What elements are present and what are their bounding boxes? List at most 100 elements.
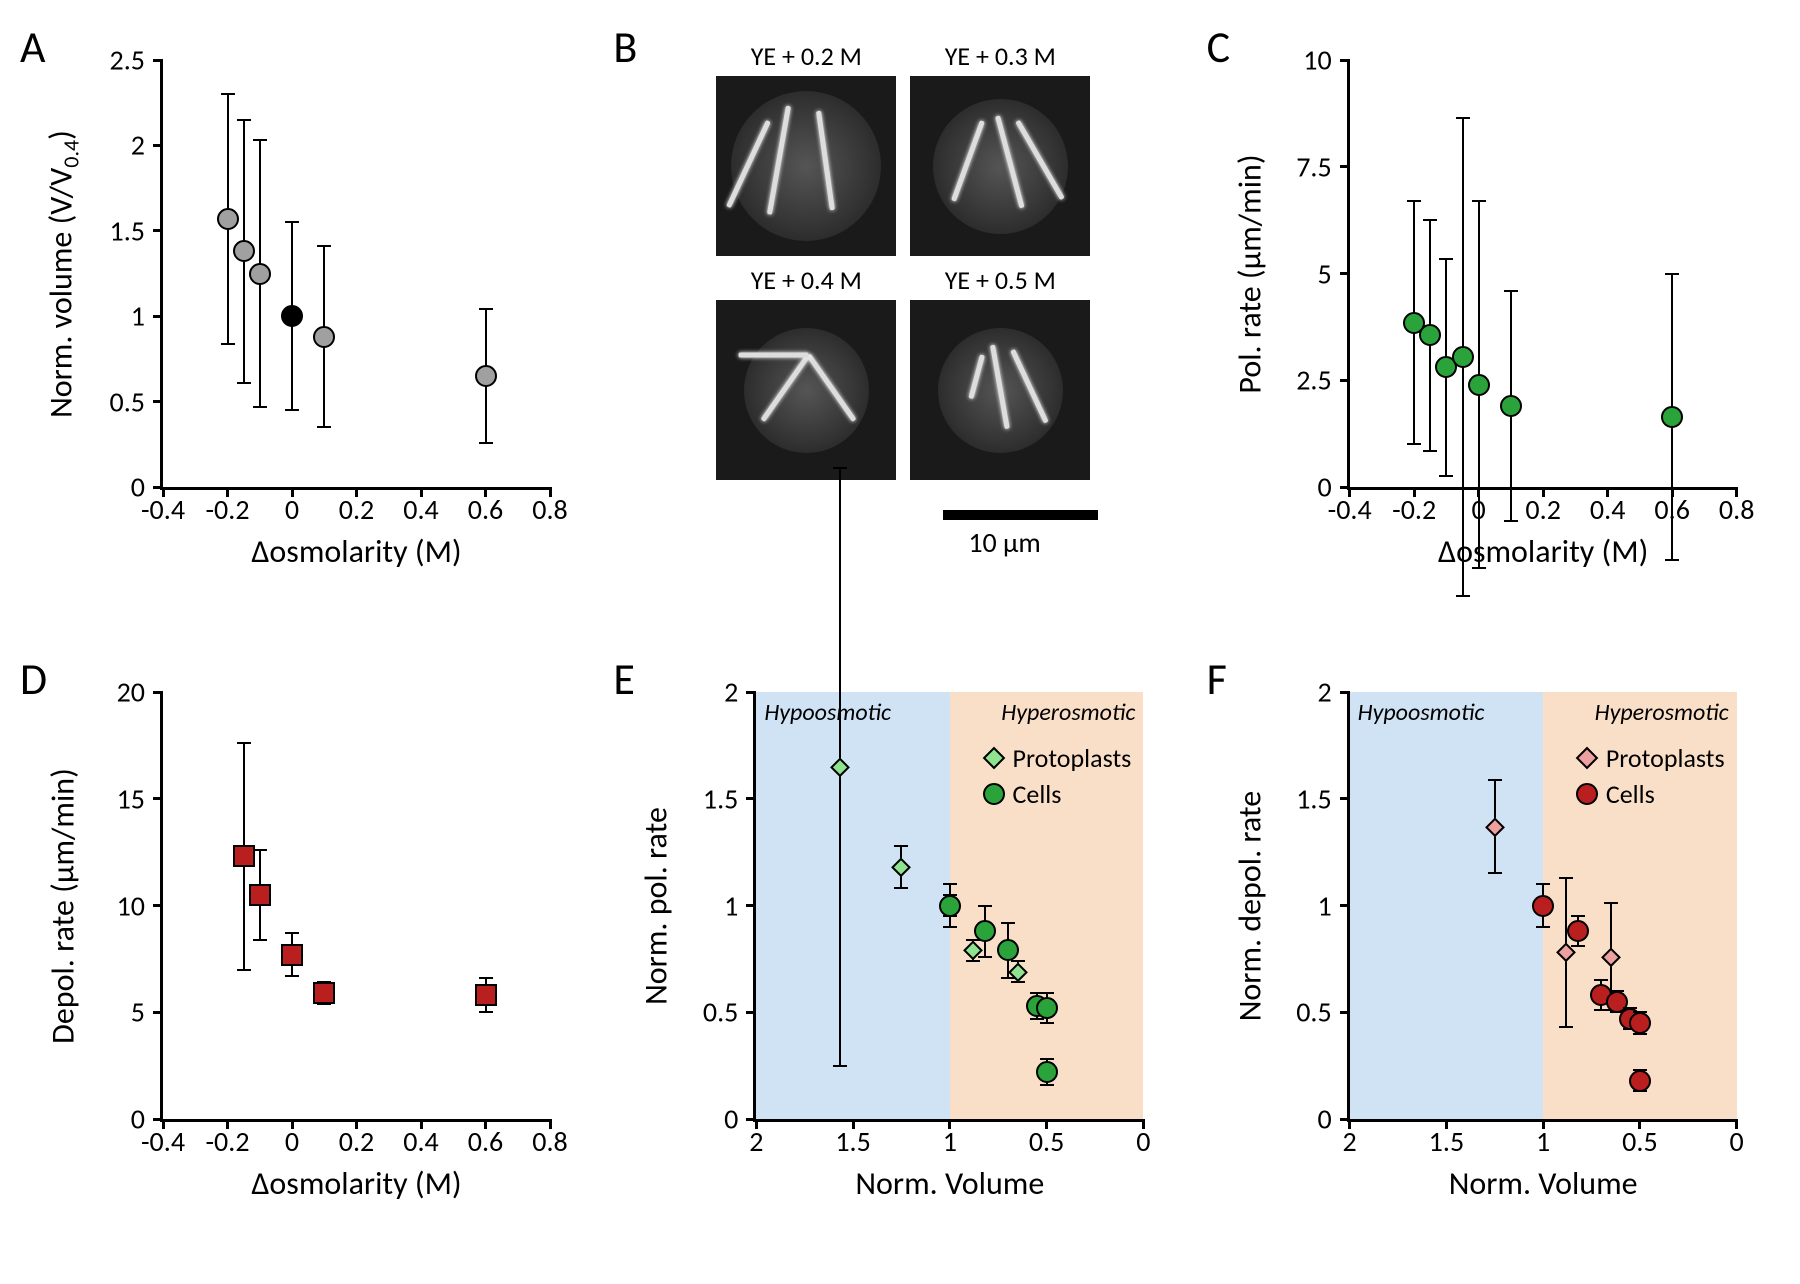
- panel-A-label: A: [20, 20, 45, 74]
- panel-D: D Δosmolarity (M) Depol. rate (μm/min) -…: [20, 652, 593, 1264]
- data-point: [281, 305, 303, 327]
- tick-label: 0: [285, 492, 299, 527]
- data-point: [1567, 920, 1589, 942]
- legend: ProtoplastsCells: [983, 742, 1132, 814]
- tick-label: 0.8: [532, 1124, 567, 1159]
- tick-label: 0.8: [1719, 492, 1754, 527]
- tick-label: 0.2: [339, 492, 374, 527]
- microscopy-grid: YE + 0.2 MYE + 0.3 M YE + 0.4 MYE + 0.5 M: [713, 40, 1093, 480]
- panel-A: A Δosmolarity (M) Norm. volume (V/V0.4) …: [20, 20, 593, 632]
- tick-label: 0.4: [403, 492, 438, 527]
- panel-B-label: B: [613, 20, 637, 74]
- tick-label: 0: [1730, 1124, 1744, 1159]
- data-point: [313, 982, 335, 1004]
- tick-label: 0.5: [1622, 1124, 1657, 1159]
- tick-label: 0.2: [339, 1124, 374, 1159]
- tick-label: 1.5: [1296, 781, 1331, 816]
- scalebar: [943, 510, 1098, 520]
- plot-C: Δosmolarity (M) Pol. rate (μm/min) -0.4-…: [1347, 60, 1737, 490]
- scalebar-label: 10 μm: [968, 525, 1040, 560]
- microscopy-title: YE + 0.2 M: [713, 40, 899, 72]
- tick-label: 0.4: [403, 1124, 438, 1159]
- data-point: [1532, 895, 1554, 917]
- shade-label-hypo: Hypoosmotic: [764, 698, 891, 727]
- plot-F-ylabel: Norm. depol. rate: [1230, 790, 1269, 1020]
- data-point: [281, 944, 303, 966]
- tick-label: 0.6: [468, 492, 503, 527]
- microscopy-cell: YE + 0.2 M: [713, 40, 899, 256]
- shade-label-hyper: Hyperosmotic: [1001, 698, 1135, 727]
- plot-D: Δosmolarity (M) Depol. rate (μm/min) -0.…: [160, 692, 550, 1122]
- tick-label: 1: [1536, 1124, 1550, 1159]
- tick-label: 0: [1136, 1124, 1150, 1159]
- plot-C-xlabel: Δosmolarity (M): [1438, 532, 1648, 571]
- tick-label: 0.4: [1590, 492, 1625, 527]
- tick-label: 1.5: [835, 1124, 870, 1159]
- tick-label: 0: [1317, 470, 1331, 505]
- plot-A-ylabel: Norm. volume (V/V0.4): [41, 130, 84, 418]
- tick-label: 10: [117, 888, 145, 923]
- panel-B: B YE + 0.2 MYE + 0.3 M YE + 0.4 MYE + 0.5…: [613, 20, 1186, 632]
- tick-label: 5: [131, 995, 145, 1030]
- microscopy-image: [716, 76, 896, 256]
- tick-label: -0.4: [1328, 492, 1372, 527]
- tick-label: 7.5: [1296, 149, 1331, 184]
- plot-E-xlabel: Norm. Volume: [855, 1164, 1044, 1203]
- microscopy-cell: YE + 0.3 M: [907, 40, 1093, 256]
- microscopy-image: [910, 76, 1090, 256]
- plot-E-ylabel: Norm. pol. rate: [637, 807, 676, 1005]
- tick-label: 0: [724, 1102, 738, 1137]
- tick-label: 15: [117, 781, 145, 816]
- tick-label: 0.5: [110, 384, 145, 419]
- tick-label: -0.2: [1392, 492, 1436, 527]
- tick-label: 1.5: [110, 213, 145, 248]
- data-point: [939, 895, 961, 917]
- data-point: [233, 240, 255, 262]
- tick-label: -0.2: [205, 492, 249, 527]
- data-point: [249, 884, 271, 906]
- shade-label-hyper: Hyperosmotic: [1595, 698, 1729, 727]
- tick-label: 2: [749, 1124, 763, 1159]
- tick-label: 1: [1317, 888, 1331, 923]
- data-point: [1500, 395, 1522, 417]
- legend: ProtoplastsCells: [1576, 742, 1725, 814]
- panel-E-label: E: [613, 652, 634, 706]
- microscopy-image: [716, 300, 896, 480]
- plot-E: Norm. Volume Norm. pol. rate Hypoosmotic…: [753, 692, 1143, 1122]
- tick-label: -0.2: [205, 1124, 249, 1159]
- shade-label-hypo: Hypoosmotic: [1358, 698, 1485, 727]
- data-point: [249, 263, 271, 285]
- data-point: [217, 208, 239, 230]
- plot-C-ylabel: Pol. rate (μm/min): [1230, 154, 1269, 393]
- tick-label: 1.5: [703, 781, 738, 816]
- tick-label: 0: [131, 470, 145, 505]
- data-point: [1036, 1061, 1058, 1083]
- tick-label: 2: [131, 128, 145, 163]
- panel-D-label: D: [20, 652, 47, 706]
- microscopy-title: YE + 0.4 M: [713, 264, 899, 296]
- figure-grid: A Δosmolarity (M) Norm. volume (V/V0.4) …: [0, 0, 1800, 1284]
- panel-E: E Norm. Volume Norm. pol. rate Hypoosmot…: [613, 652, 1186, 1264]
- panel-C: C Δosmolarity (M) Pol. rate (μm/min) -0.…: [1207, 20, 1780, 632]
- plot-D-ylabel: Depol. rate (μm/min): [44, 768, 83, 1044]
- data-point: [1629, 1070, 1651, 1092]
- tick-label: 20: [117, 675, 145, 710]
- plot-A: Δosmolarity (M) Norm. volume (V/V0.4) -0…: [160, 60, 550, 490]
- panel-C-label: C: [1207, 20, 1230, 74]
- tick-label: 0.8: [532, 492, 567, 527]
- microscopy-cell: YE + 0.5 M: [907, 264, 1093, 480]
- tick-label: 0: [285, 1124, 299, 1159]
- tick-label: 0.2: [1525, 492, 1560, 527]
- tick-label: 2: [1317, 675, 1331, 710]
- tick-label: 1: [724, 888, 738, 923]
- microscopy-title: YE + 0.3 M: [907, 40, 1093, 72]
- tick-label: -0.4: [141, 492, 185, 527]
- tick-label: 1: [131, 299, 145, 334]
- plot-F: Norm. Volume Norm. depol. rate Hypoosmot…: [1347, 692, 1737, 1122]
- tick-label: 1: [943, 1124, 957, 1159]
- microscopy-title: YE + 0.5 M: [907, 264, 1093, 296]
- data-point: [974, 920, 996, 942]
- tick-label: 2: [1343, 1124, 1357, 1159]
- tick-label: 0: [131, 1102, 145, 1137]
- tick-label: 0.5: [1029, 1124, 1064, 1159]
